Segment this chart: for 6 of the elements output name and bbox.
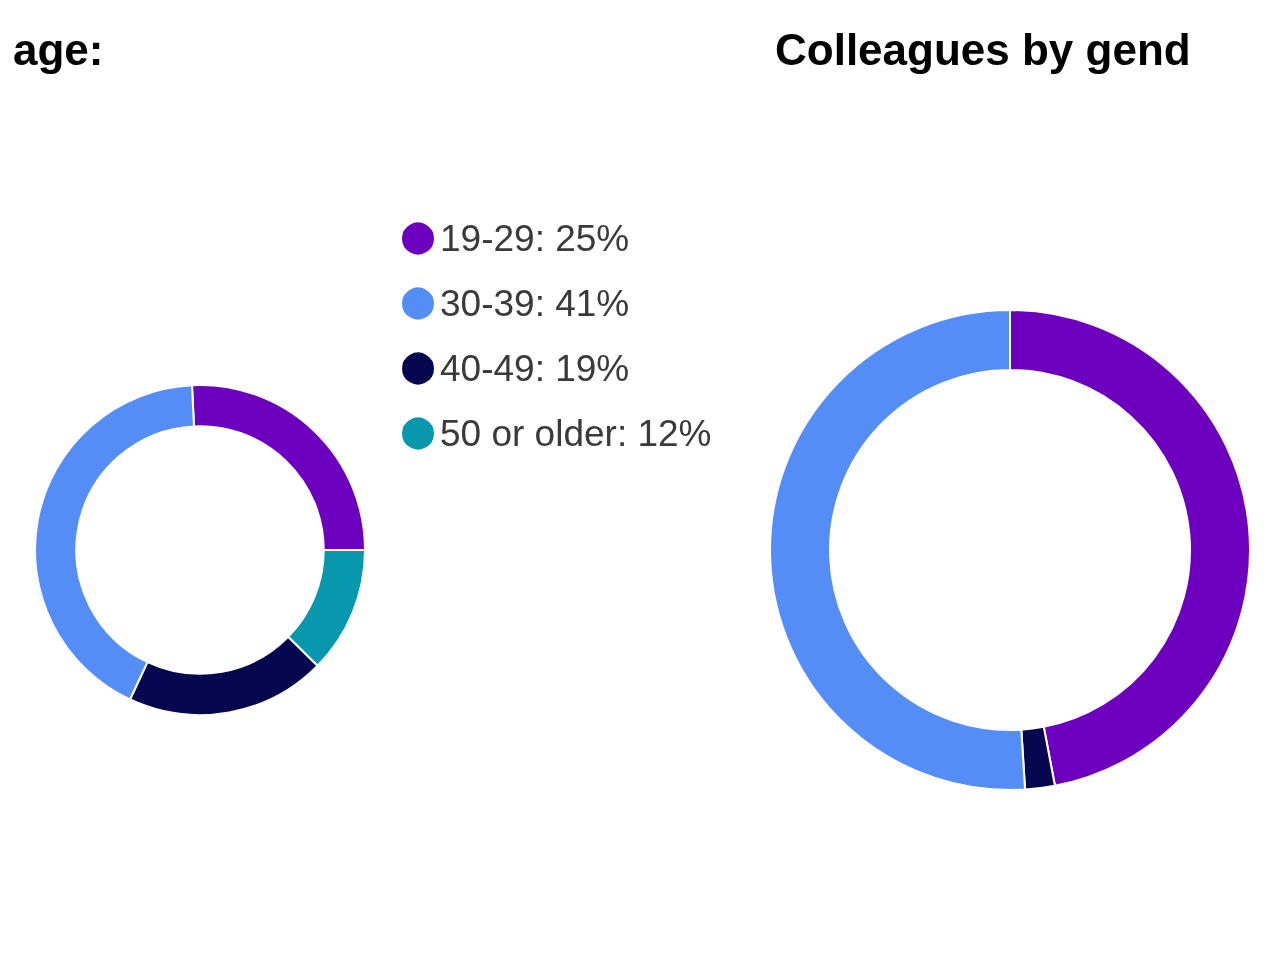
legend-label: 50 or older: 12% — [440, 413, 712, 454]
chart-title: Colleagues by gend — [775, 24, 1191, 74]
chart-title: age: — [13, 24, 104, 74]
legend-label: 40-49: 19% — [440, 348, 630, 389]
legend-label: 19-29: 25% — [440, 218, 630, 259]
legend-label: 30-39: 41% — [440, 283, 630, 324]
